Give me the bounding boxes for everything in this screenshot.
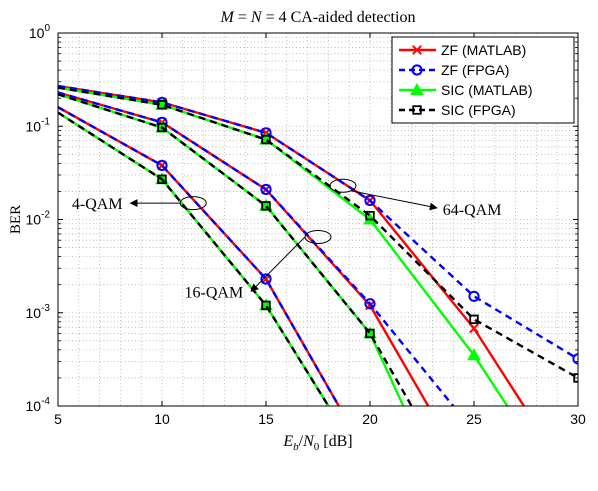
legend-label: ZF (MATLAB) [441, 42, 526, 58]
marker-square [365, 210, 375, 221]
data-curves [58, 84, 578, 406]
x-tick-label: 25 [466, 411, 482, 427]
annotation-label: 64-QAM [443, 202, 502, 219]
y-tick-label: 10-3 [26, 303, 51, 321]
legend-entry: ZF (MATLAB) [399, 42, 526, 58]
legend-label: SIC (FPGA) [441, 102, 516, 118]
x-tick-label: 10 [154, 411, 170, 427]
legend-box [391, 36, 575, 124]
series-zf-matlab [58, 84, 525, 406]
marker-triangle [467, 348, 481, 361]
series-line [58, 106, 340, 406]
annotation-arrow [250, 236, 306, 292]
marker-triangle [410, 82, 424, 95]
x-tick-label: 30 [570, 411, 586, 427]
marker-square [261, 300, 271, 311]
marker-circle [468, 290, 480, 302]
marker-square [261, 134, 271, 145]
marker-circle [364, 194, 376, 207]
marker-square [469, 314, 479, 325]
legend-label: ZF (FPGA) [441, 62, 509, 78]
annotation-label: 4-QAM [72, 196, 123, 213]
series-line [58, 91, 455, 406]
annotation-arrow [350, 190, 438, 211]
marker-square [157, 100, 167, 110]
series-line [58, 84, 525, 406]
marker-square [365, 328, 375, 339]
legend-entry: SIC (FPGA) [399, 102, 516, 118]
x-tick-label: 20 [362, 411, 378, 427]
marker-circle [364, 298, 376, 310]
chart-title: M = N = 4 CA-aided detection [220, 9, 416, 26]
marker-circle [156, 159, 168, 172]
y-tick-label: 10-1 [26, 116, 51, 134]
x-axis-label: Eb/N0 [dB] [282, 433, 352, 453]
annotation-64-qam: 64-QAM [329, 178, 502, 219]
series-line [58, 93, 413, 406]
series-line [58, 93, 405, 406]
marker-circle [260, 273, 272, 285]
y-tick-label: 10-4 [26, 396, 51, 414]
marker-circle [411, 64, 423, 76]
marker-circle [572, 353, 578, 365]
y-tick-label: 100 [29, 23, 51, 41]
series-line [58, 84, 578, 360]
series-line [58, 111, 330, 406]
annotations: 4-QAM 16-QAM 64-QAM [72, 178, 502, 301]
legend: ZF (MATLAB) ZF (FPGA) SIC (MATLAB) SIC (FPG… [391, 36, 575, 124]
marker-square [157, 174, 167, 184]
annotation-ellipse [329, 178, 357, 193]
y-tick-label: 10-2 [26, 210, 51, 228]
legend-entry: ZF (FPGA) [399, 62, 509, 78]
series-line [58, 86, 578, 379]
marker-square [157, 122, 167, 133]
y-axis-label: BER [8, 205, 24, 234]
marker-square [573, 373, 578, 383]
marker-x [412, 45, 422, 55]
marker-x [469, 323, 479, 334]
series-sic-fpga [58, 86, 578, 406]
marker-square [412, 105, 422, 115]
x-tick-label: 15 [258, 411, 274, 427]
annotation-4-qam: 4-QAM [72, 196, 207, 213]
annotation-label: 16-QAM [185, 284, 244, 301]
marker-square [261, 201, 271, 211]
axis-ticks: 5 10 15 20 25 30 100 10-1 10-2 10-3 10-4 [26, 23, 586, 427]
marker-circle [260, 183, 272, 196]
annotation-16-qam: 16-QAM [185, 229, 332, 301]
x-tick-label: 5 [54, 411, 62, 427]
legend-entry: SIC (MATLAB) [399, 82, 533, 98]
legend-label: SIC (MATLAB) [441, 82, 533, 98]
series-zf-fpga [58, 84, 578, 406]
